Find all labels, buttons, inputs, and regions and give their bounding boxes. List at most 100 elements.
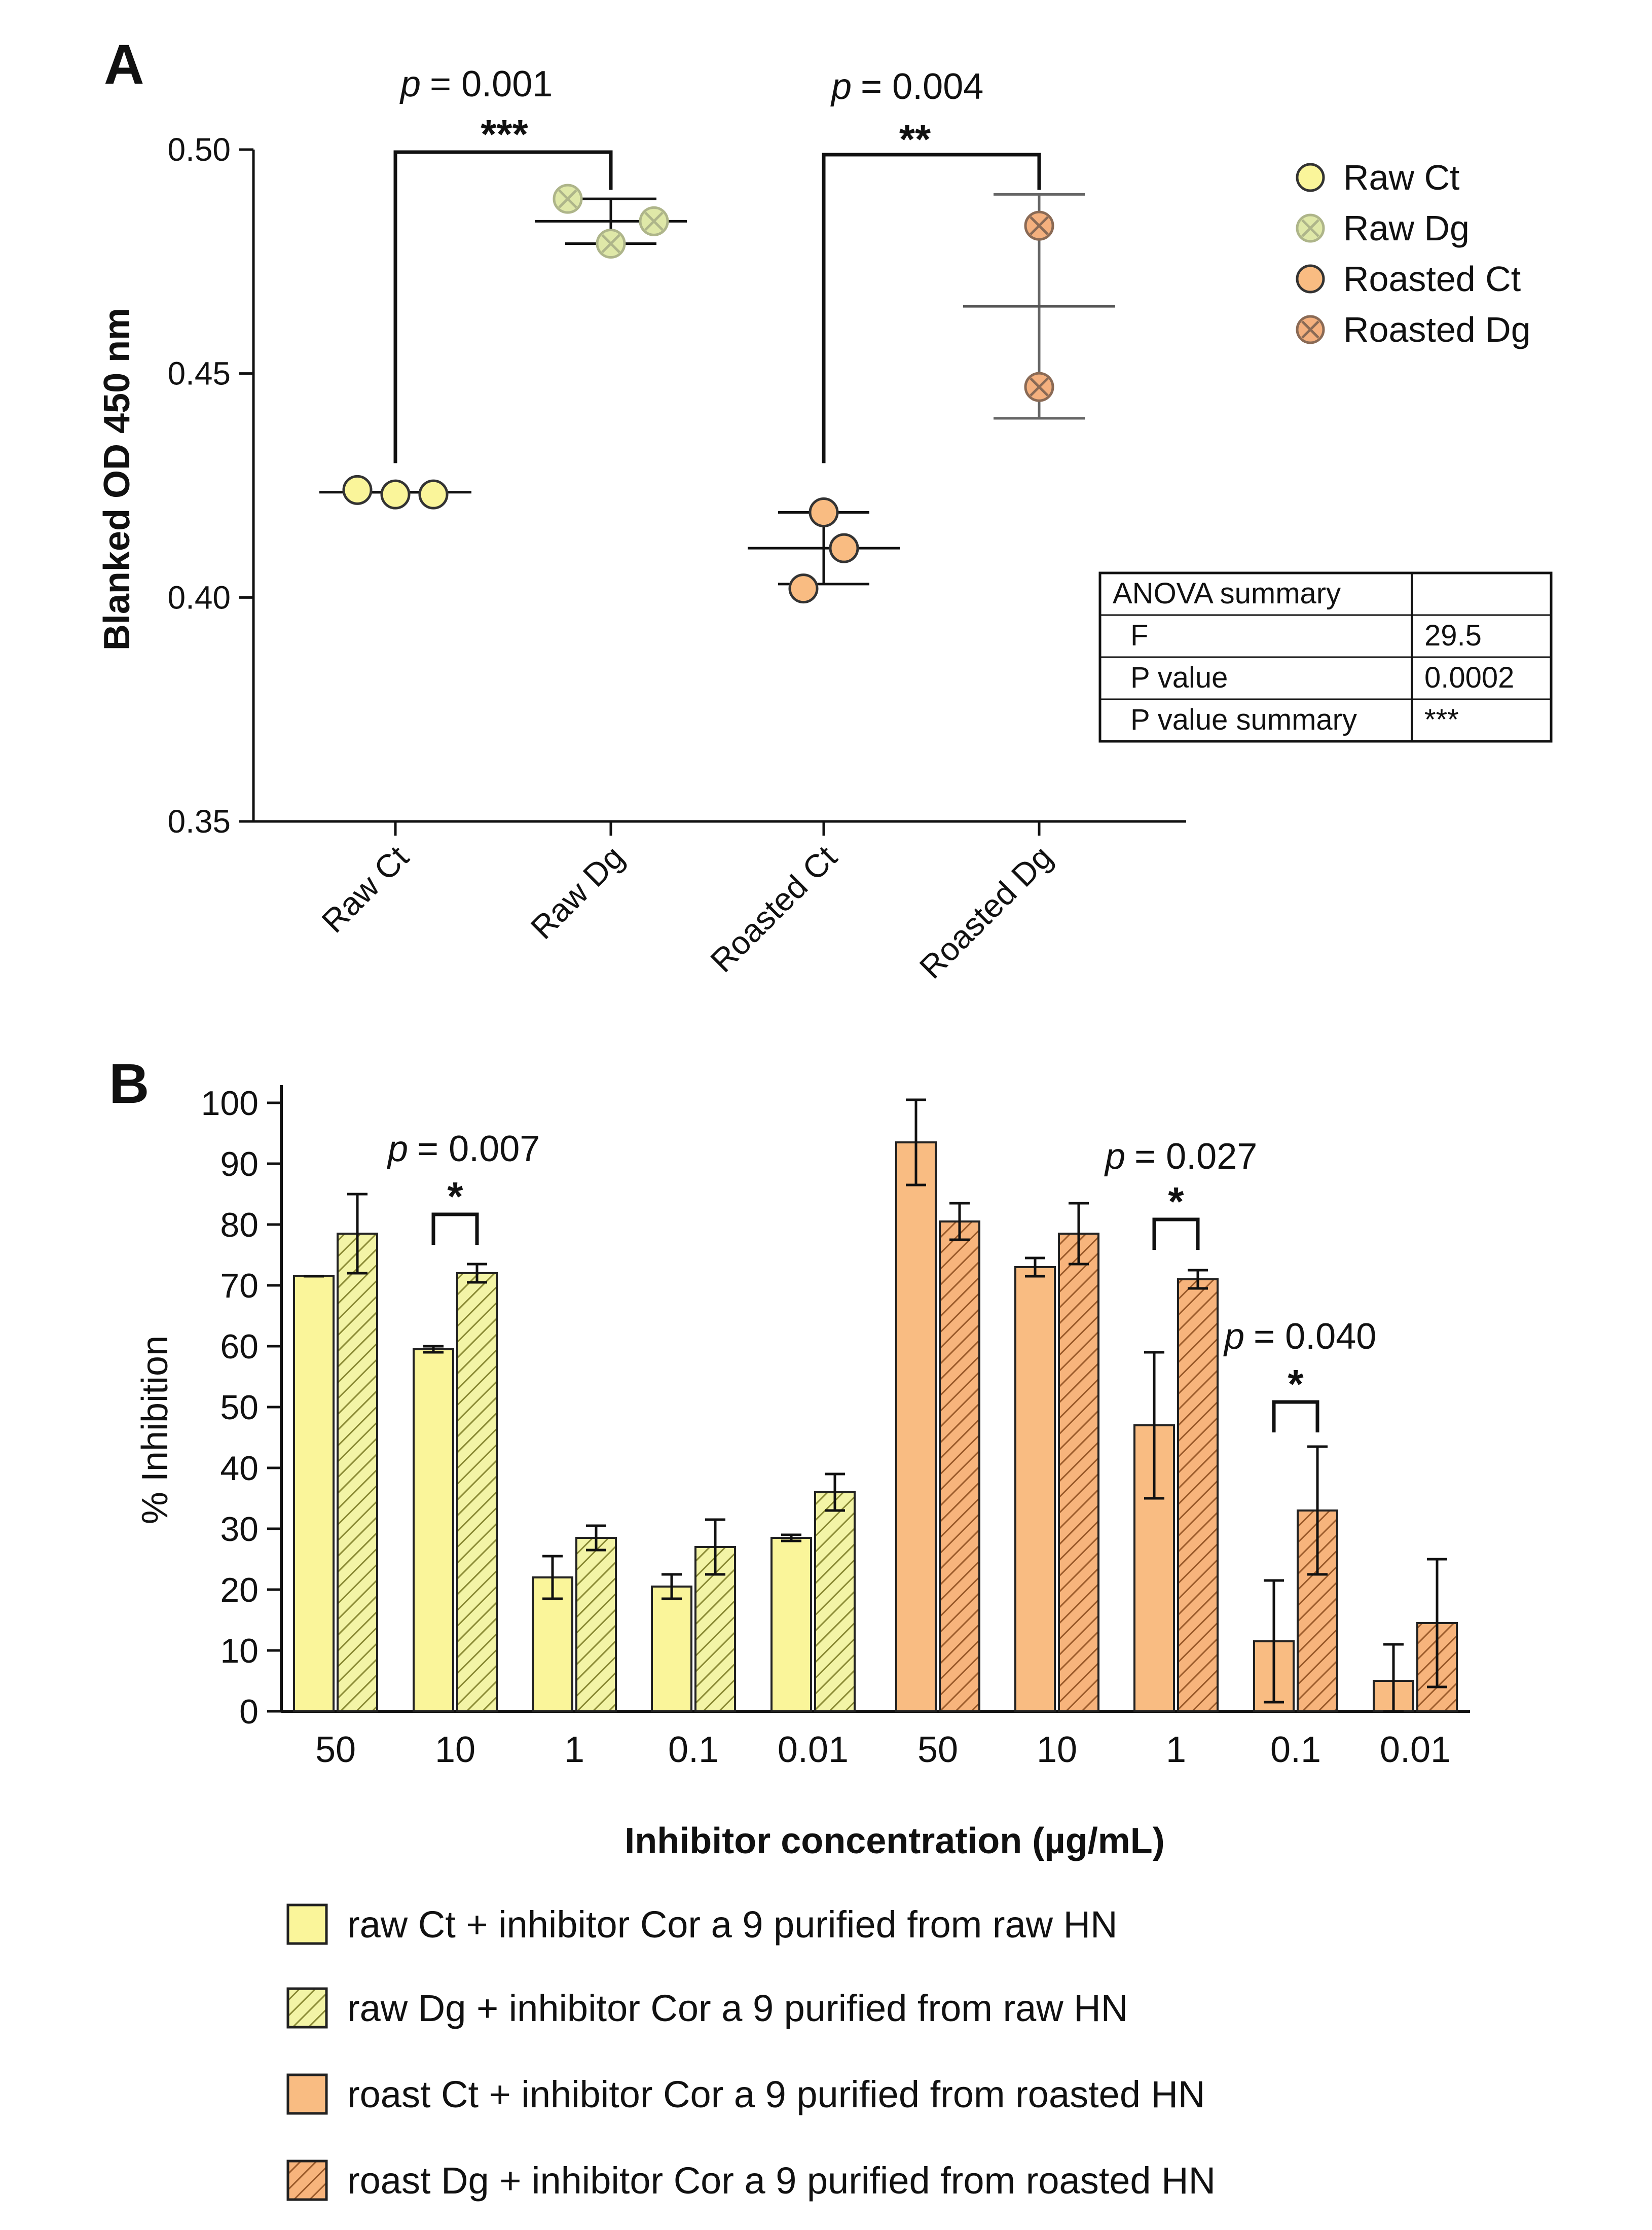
p-symbol: p	[1223, 1316, 1244, 1357]
bar	[337, 1233, 378, 1712]
anova-row-value: ***	[1424, 703, 1459, 736]
bar-group	[413, 1345, 454, 1712]
bar-group	[293, 1275, 335, 1712]
legend-item: roast Ct + inhibitor Cor a 9 purified fr…	[286, 2073, 1205, 2115]
p-value-label: p = 0.027	[1104, 1136, 1257, 1177]
data-point-cross	[644, 211, 664, 231]
p-value: = 0.007	[417, 1129, 540, 1169]
bar	[814, 1491, 856, 1712]
x-tick-label: 50	[917, 1730, 958, 1770]
bar-group	[1014, 1256, 1056, 1712]
legend-marker	[1296, 264, 1325, 294]
anova-row-label: P value summary	[1130, 703, 1357, 736]
panel-b-x-axis-label: Inhibitor concentration (µg/mL)	[625, 1821, 1164, 1861]
panel-a-legend: Raw Ct Raw Dg Roasted Ct Roasted Dg	[1296, 158, 1531, 349]
bar	[293, 1275, 335, 1712]
bar-group	[456, 1263, 498, 1712]
y-tick-label: 70	[220, 1267, 259, 1305]
series-raw-ct	[319, 475, 471, 510]
panel-b-y-ticks: 0 10 20 30 40 50 60 70 80 90 100	[201, 1084, 281, 1731]
data-point	[418, 479, 449, 510]
panel-a-comparisons: p = 0.001***p = 0.004**	[393, 64, 1041, 463]
bar	[575, 1537, 617, 1712]
panel-b-comparisons: *p = 0.007*p = 0.027*p = 0.040	[387, 1129, 1376, 1432]
y-tick-label: 90	[220, 1145, 259, 1183]
anova-header: ANOVA summary	[1113, 577, 1341, 610]
comparison-bracket: p = 0.004 **	[822, 66, 1041, 463]
legend-label: Roasted Dg	[1343, 310, 1531, 349]
bar-group	[532, 1555, 573, 1712]
bar	[770, 1537, 812, 1712]
p-value-label: p = 0.004	[830, 66, 983, 107]
legend-label: Raw Dg	[1343, 208, 1470, 248]
bar	[1177, 1278, 1219, 1712]
data-point	[788, 573, 819, 604]
p-symbol: p	[1104, 1136, 1125, 1177]
y-tick-label: 30	[220, 1510, 259, 1549]
bar	[939, 1220, 980, 1712]
anova-row-value: 29.5	[1424, 619, 1482, 652]
x-tick-label: 1	[1166, 1730, 1186, 1770]
legend-label: roast Ct + inhibitor Cor a 9 purified fr…	[347, 2073, 1205, 2115]
y-tick-label: 0	[239, 1693, 259, 1731]
panel-b-legend: raw Ct + inhibitor Cor a 9 purified from…	[286, 1903, 1216, 2202]
bar-group	[1177, 1269, 1219, 1712]
bracket-line	[822, 153, 1041, 463]
comparison-bracket: * p = 0.007	[387, 1129, 540, 1245]
significance-stars: *	[1288, 1361, 1304, 1407]
y-tick-label: 0.45	[167, 355, 231, 392]
data-point-cross	[601, 234, 620, 254]
bar-group	[814, 1472, 856, 1712]
anova-row-value: 0.0002	[1424, 661, 1514, 694]
data-point-cross	[558, 189, 577, 208]
bar	[413, 1348, 454, 1712]
bracket-line	[431, 1212, 479, 1245]
x-tick-label: 0.1	[1270, 1730, 1321, 1770]
y-tick-label: 40	[220, 1449, 259, 1488]
bar-group	[895, 1098, 937, 1712]
y-tick-label: 0.35	[167, 803, 231, 840]
legend-item: Roasted Dg	[1296, 310, 1531, 349]
anova-row-label: P value	[1130, 661, 1228, 694]
comparison-bracket: p = 0.001 ***	[393, 64, 613, 463]
data-point	[380, 479, 411, 510]
bar	[456, 1272, 498, 1712]
x-tick-label: Roasted Dg	[912, 839, 1059, 986]
legend-item: Roasted Ct	[1296, 259, 1521, 299]
x-tick-label: Raw Ct	[315, 839, 416, 940]
p-value-label: p = 0.007	[387, 1129, 540, 1169]
panel-b-letter: B	[109, 1053, 149, 1115]
x-tick-label: 1	[564, 1730, 584, 1770]
p-value: = 0.040	[1254, 1316, 1376, 1357]
legend-swatch	[286, 2160, 328, 2201]
p-value: = 0.004	[861, 66, 983, 107]
bar	[1058, 1233, 1099, 1712]
legend-label: Raw Ct	[1343, 158, 1459, 197]
legend-item: raw Dg + inhibitor Cor a 9 purified from…	[286, 1987, 1128, 2029]
data-point	[342, 475, 373, 505]
bar-group	[1058, 1202, 1099, 1712]
y-tick-label: 20	[220, 1571, 259, 1609]
y-tick-label: 10	[220, 1632, 259, 1670]
significance-stars: **	[899, 117, 931, 162]
p-value: = 0.027	[1134, 1136, 1257, 1177]
p-symbol: p	[399, 64, 421, 104]
legend-item: raw Ct + inhibitor Cor a 9 purified from…	[286, 1903, 1118, 1946]
x-tick-label: 10	[435, 1730, 475, 1770]
panel-a-axes	[252, 150, 1186, 823]
bar-group	[651, 1573, 692, 1712]
legend-label: roast Dg + inhibitor Cor a 9 purified fr…	[347, 2160, 1216, 2202]
bracket-line	[393, 150, 613, 463]
legend-swatch	[286, 1987, 328, 2029]
p-symbol: p	[387, 1129, 408, 1169]
bar-group	[939, 1202, 980, 1712]
panel-a-x-ticks: Raw Ct Raw Dg Roasted Ct Roasted Dg	[315, 821, 1059, 986]
legend-marker-cross	[1301, 219, 1319, 237]
x-tick-label: 10	[1037, 1730, 1077, 1770]
legend-item: Raw Ct	[1296, 158, 1459, 197]
x-tick-label: Roasted Ct	[704, 839, 844, 979]
panel-b-y-axis-label: % Inhibition	[135, 1336, 175, 1524]
y-tick-label: 80	[220, 1206, 259, 1244]
p-symbol: p	[830, 66, 852, 107]
